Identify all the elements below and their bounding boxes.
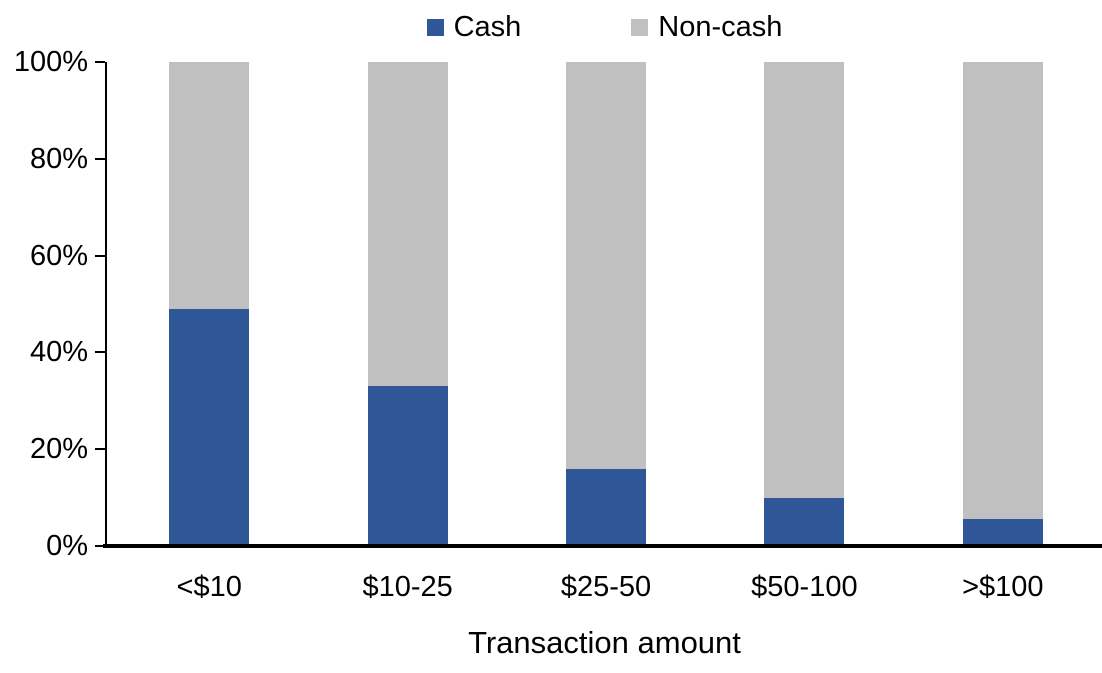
bar-segment-non-cash (367, 62, 448, 387)
bar-segment-cash (764, 497, 845, 546)
y-axis-tick (95, 254, 105, 257)
non-cash-series-swatch-icon (631, 18, 649, 36)
bar-segment-cash (962, 519, 1043, 546)
y-axis-tick-label: 20% (29, 433, 88, 466)
y-axis-tick-label: 40% (29, 336, 88, 369)
y-axis-tick-label: 100% (13, 46, 88, 78)
legend-item-non-cash: Non-cash (631, 10, 782, 44)
legend-item-cash: Cash (426, 10, 522, 44)
y-axis-tick-label: 80% (29, 142, 88, 175)
x-axis-category-label: <$10 (176, 571, 242, 603)
bar-segment-non-cash (962, 62, 1043, 520)
x-axis-category-label: $50-100 (751, 571, 858, 603)
y-axis-tick (95, 157, 105, 160)
legend: Cash Non-cash (107, 10, 1102, 44)
x-axis-category-label: $10-25 (362, 571, 453, 603)
y-axis-tick (95, 545, 105, 547)
bar-segment-non-cash (169, 62, 250, 309)
y-axis-tick (95, 448, 105, 451)
legend-label-cash: Cash (453, 11, 522, 43)
x-axis-category-label: >$100 (962, 571, 1044, 603)
cash-series-swatch-icon (426, 18, 444, 36)
y-axis-tick (95, 351, 105, 354)
bar-segment-cash (169, 308, 250, 546)
y-axis-tick-label: 0% (46, 530, 88, 562)
bar-segment-cash (367, 386, 448, 546)
bar-segment-non-cash (566, 62, 646, 469)
x-axis-line (103, 544, 1102, 548)
y-axis-line (105, 62, 107, 548)
x-axis-title: Transaction amount (468, 625, 741, 660)
y-axis-tick (95, 61, 105, 63)
y-axis-tick-label: 60% (29, 239, 88, 272)
bar-segment-cash (566, 468, 646, 546)
legend-label-non-cash: Non-cash (658, 11, 783, 43)
bar-segment-non-cash (764, 62, 845, 498)
x-axis-category-label: $25-50 (560, 571, 652, 603)
